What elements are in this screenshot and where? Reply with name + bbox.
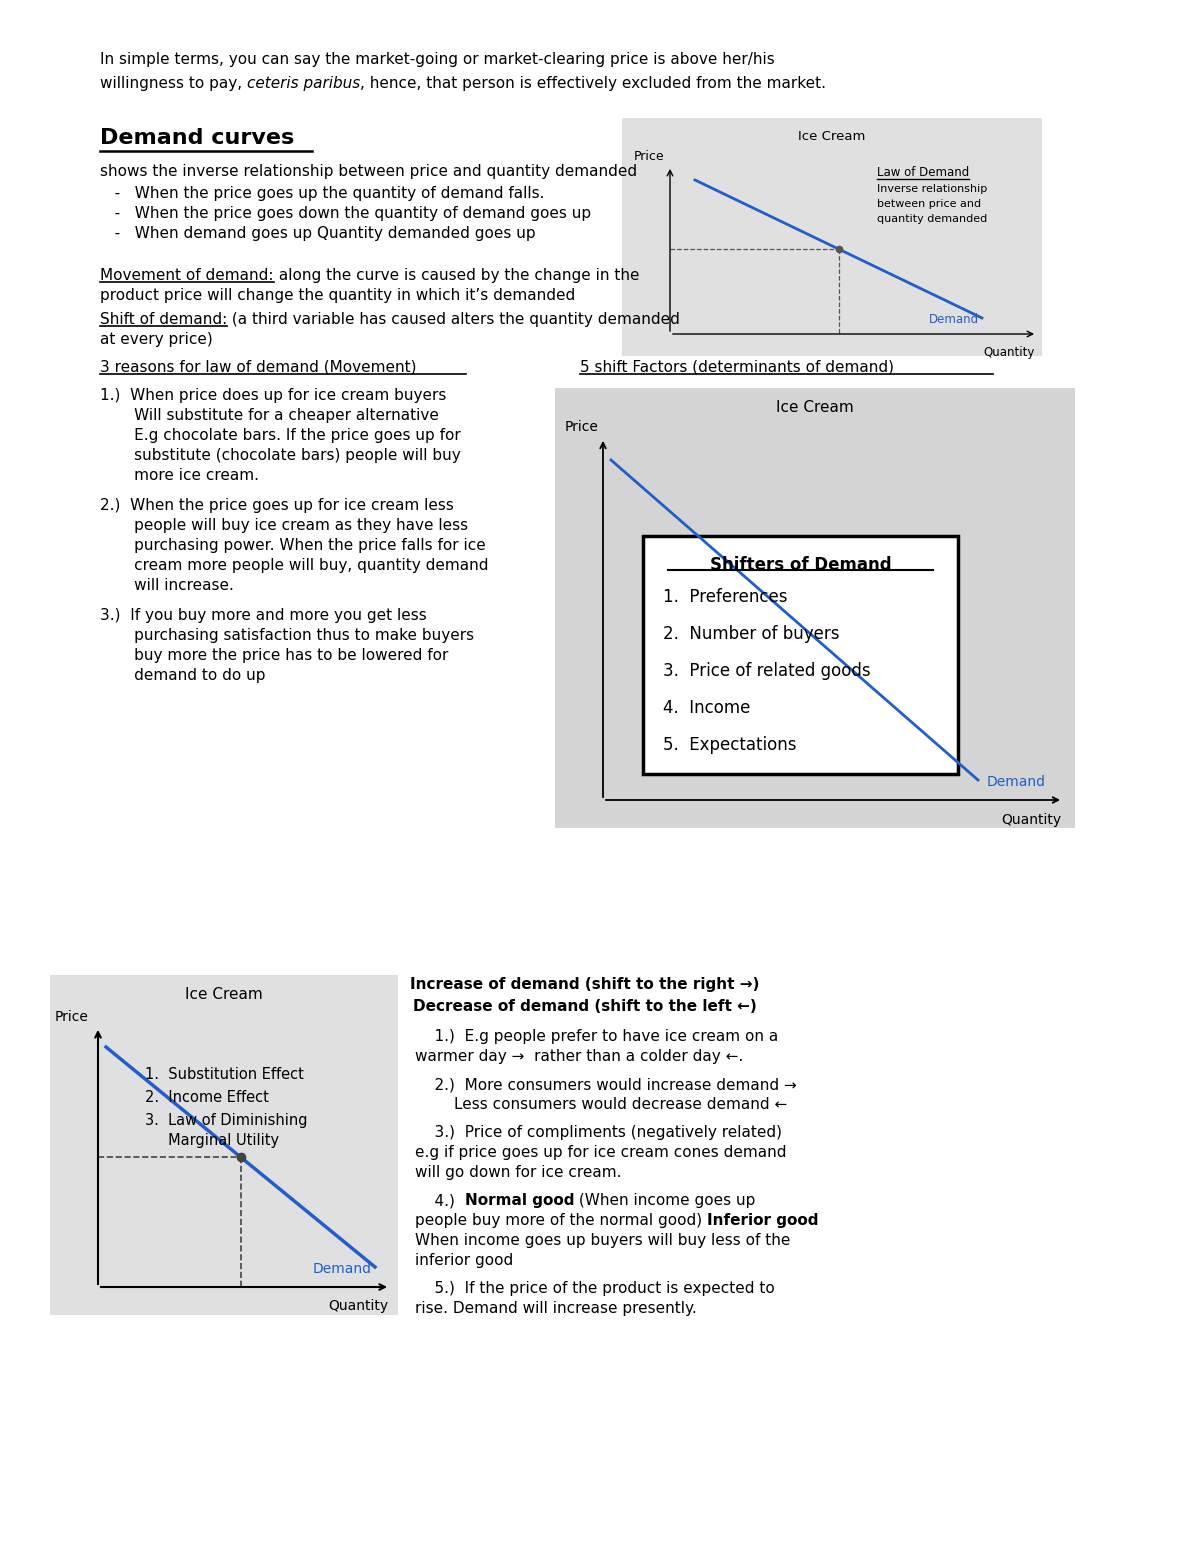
Text: people buy more of the normal good): people buy more of the normal good) [415, 1213, 707, 1228]
Text: Normal good: Normal good [464, 1193, 574, 1208]
Text: 5 shift Factors (determinants of demand): 5 shift Factors (determinants of demand) [580, 360, 894, 374]
Text: Demand: Demand [313, 1263, 372, 1277]
Text: Price: Price [634, 151, 665, 163]
Text: between price and: between price and [877, 199, 982, 210]
Text: Marginal Utility: Marginal Utility [145, 1134, 280, 1148]
Text: 3.)  If you buy more and more you get less: 3.) If you buy more and more you get les… [100, 609, 427, 623]
Text: Quantity: Quantity [984, 346, 1034, 359]
Text: Ice Cream: Ice Cream [185, 988, 263, 1002]
Text: rise. Demand will increase presently.: rise. Demand will increase presently. [415, 1301, 697, 1315]
Text: -   When demand goes up Quantity demanded goes up: - When demand goes up Quantity demanded … [100, 227, 535, 241]
Text: cream more people will buy, quantity demand: cream more people will buy, quantity dem… [100, 558, 488, 573]
Text: Inferior good: Inferior good [707, 1213, 818, 1228]
FancyBboxPatch shape [622, 118, 1042, 356]
Text: shows the inverse relationship between price and quantity demanded: shows the inverse relationship between p… [100, 165, 637, 179]
Text: will go down for ice cream.: will go down for ice cream. [415, 1165, 622, 1180]
Text: e.g if price goes up for ice cream cones demand: e.g if price goes up for ice cream cones… [415, 1145, 786, 1160]
Text: Shift of demand:: Shift of demand: [100, 312, 227, 328]
Text: Price: Price [55, 1009, 89, 1023]
Text: Inverse relationship: Inverse relationship [877, 183, 988, 194]
Text: 3.  Law of Diminishing: 3. Law of Diminishing [145, 1114, 307, 1127]
Text: Movement of demand:: Movement of demand: [100, 269, 274, 283]
Text: along the curve is caused by the change in the: along the curve is caused by the change … [274, 269, 640, 283]
Text: Demand: Demand [929, 314, 979, 326]
Text: (a third variable has caused alters the quantity demanded: (a third variable has caused alters the … [227, 312, 680, 328]
Text: 2.)  When the price goes up for ice cream less: 2.) When the price goes up for ice cream… [100, 499, 454, 512]
Text: (When income goes up: (When income goes up [574, 1193, 756, 1208]
Text: Price: Price [565, 419, 599, 433]
Text: inferior good: inferior good [415, 1253, 514, 1267]
Text: 3.)  Price of compliments (negatively related): 3.) Price of compliments (negatively rel… [415, 1124, 782, 1140]
Text: Quantity: Quantity [1001, 814, 1061, 828]
Text: at every price): at every price) [100, 332, 212, 346]
Text: Less consumers would decrease demand ←: Less consumers would decrease demand ← [415, 1096, 787, 1112]
Text: Increase of demand (shift to the right →): Increase of demand (shift to the right →… [410, 977, 760, 992]
Text: Ice Cream: Ice Cream [798, 130, 865, 143]
Text: will increase.: will increase. [100, 578, 234, 593]
Text: Demand curves: Demand curves [100, 127, 294, 148]
FancyBboxPatch shape [554, 388, 1075, 828]
Text: quantity demanded: quantity demanded [877, 214, 988, 224]
Text: 3.  Price of related goods: 3. Price of related goods [662, 662, 871, 680]
Text: Quantity: Quantity [328, 1298, 388, 1312]
Text: Law of Demand: Law of Demand [877, 166, 970, 179]
Text: 3 reasons for law of demand (Movement): 3 reasons for law of demand (Movement) [100, 360, 416, 374]
Text: 1.  Substitution Effect: 1. Substitution Effect [145, 1067, 304, 1082]
Text: Decrease of demand (shift to the left ←): Decrease of demand (shift to the left ←) [413, 999, 757, 1014]
Text: ceteris paribus: ceteris paribus [247, 76, 360, 92]
Text: substitute (chocolate bars) people will buy: substitute (chocolate bars) people will … [100, 447, 461, 463]
Text: , hence, that person is effectively excluded from the market.: , hence, that person is effectively excl… [360, 76, 827, 92]
Text: In simple terms, you can say the market-going or market-clearing price is above : In simple terms, you can say the market-… [100, 51, 775, 67]
Text: When income goes up buyers will buy less of the: When income goes up buyers will buy less… [415, 1233, 791, 1249]
Text: people will buy ice cream as they have less: people will buy ice cream as they have l… [100, 519, 468, 533]
Text: buy more the price has to be lowered for: buy more the price has to be lowered for [100, 648, 449, 663]
Text: 1.)  E.g people prefer to have ice cream on a: 1.) E.g people prefer to have ice cream … [415, 1030, 779, 1044]
FancyBboxPatch shape [643, 536, 958, 773]
Text: 5.)  If the price of the product is expected to: 5.) If the price of the product is expec… [415, 1281, 775, 1297]
Text: purchasing satisfaction thus to make buyers: purchasing satisfaction thus to make buy… [100, 627, 474, 643]
Text: 4.  Income: 4. Income [662, 699, 750, 717]
Text: -   When the price goes up the quantity of demand falls.: - When the price goes up the quantity of… [100, 186, 545, 200]
Text: demand to do up: demand to do up [100, 668, 265, 683]
Text: 1.)  When price does up for ice cream buyers: 1.) When price does up for ice cream buy… [100, 388, 446, 402]
Text: Will substitute for a cheaper alternative: Will substitute for a cheaper alternativ… [100, 408, 439, 422]
Text: E.g chocolate bars. If the price goes up for: E.g chocolate bars. If the price goes up… [100, 429, 461, 443]
Text: more ice cream.: more ice cream. [100, 467, 259, 483]
Text: 4.): 4.) [415, 1193, 464, 1208]
Text: 2.  Income Effect: 2. Income Effect [145, 1090, 269, 1106]
Text: willingness to pay,: willingness to pay, [100, 76, 247, 92]
Text: 2.  Number of buyers: 2. Number of buyers [662, 624, 840, 643]
Text: 5.  Expectations: 5. Expectations [662, 736, 797, 755]
FancyBboxPatch shape [50, 975, 398, 1315]
Text: 1.  Preferences: 1. Preferences [662, 589, 787, 606]
Text: warmer day →  rather than a colder day ←.: warmer day → rather than a colder day ←. [415, 1048, 743, 1064]
Text: purchasing power. When the price falls for ice: purchasing power. When the price falls f… [100, 537, 486, 553]
Text: Demand: Demand [986, 775, 1046, 789]
Text: product price will change the quantity in which it’s demanded: product price will change the quantity i… [100, 287, 575, 303]
Text: -   When the price goes down the quantity of demand goes up: - When the price goes down the quantity … [100, 207, 592, 221]
Text: 2.)  More consumers would increase demand →: 2.) More consumers would increase demand… [415, 1076, 797, 1092]
Text: Ice Cream: Ice Cream [776, 401, 854, 415]
Text: Shifters of Demand: Shifters of Demand [709, 556, 892, 575]
